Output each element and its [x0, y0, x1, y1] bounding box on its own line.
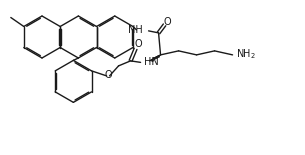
- Text: NH: NH: [128, 25, 142, 35]
- Text: HN: HN: [144, 57, 158, 67]
- Text: O: O: [104, 70, 112, 80]
- Text: O: O: [164, 17, 171, 27]
- Text: NH$_2$: NH$_2$: [235, 47, 256, 61]
- Text: O: O: [135, 39, 142, 49]
